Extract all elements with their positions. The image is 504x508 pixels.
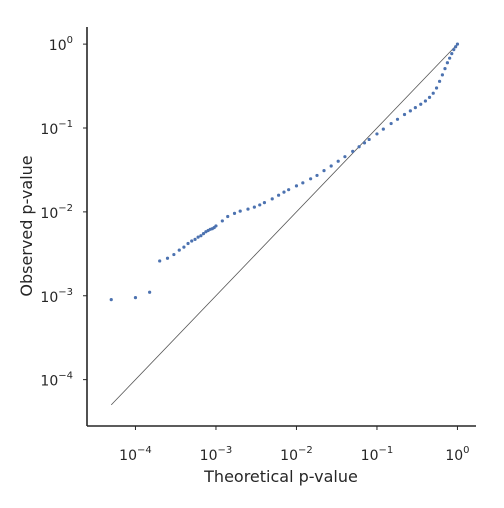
data-point	[270, 197, 274, 201]
data-point	[437, 79, 442, 83]
data-point	[172, 252, 176, 257]
data-point	[262, 200, 267, 205]
data-point	[419, 102, 423, 106]
reference-diagonal-line	[110, 43, 458, 406]
data-point	[395, 117, 400, 121]
data-point	[322, 169, 326, 173]
data-point	[452, 48, 456, 52]
x-ticks-group: 10−4 10−3 10−2 10−1 100	[119, 426, 470, 464]
y-axis-title: Observed p-value	[17, 155, 36, 296]
y-tick-label: 10−3	[40, 287, 73, 306]
data-point	[158, 259, 162, 263]
data-point	[336, 159, 340, 163]
data-point	[165, 256, 170, 260]
y-tick-label: 100	[49, 35, 73, 54]
data-point	[186, 241, 190, 246]
y-ticks-group: 10−4 10−3 10−2 10−1 100	[40, 35, 87, 390]
y-tick-label: 10−1	[40, 119, 73, 138]
x-tick-label: 10−1	[361, 445, 394, 464]
data-point	[309, 177, 313, 181]
data-point	[232, 211, 237, 215]
data-point	[282, 190, 286, 194]
data-point	[448, 56, 452, 60]
data-point	[148, 290, 152, 294]
data-point	[343, 155, 347, 159]
data-point	[220, 219, 224, 223]
data-point	[434, 86, 439, 90]
x-tick-label: 10−2	[280, 445, 313, 464]
data-point	[329, 164, 333, 168]
data-point	[109, 297, 113, 302]
data-point	[287, 188, 291, 192]
data-point	[182, 245, 186, 249]
y-tick-label: 10−2	[40, 203, 73, 222]
data-point	[252, 205, 256, 209]
data-point	[408, 109, 412, 113]
data-point	[177, 248, 181, 252]
data-point	[190, 239, 194, 243]
data-point	[445, 61, 449, 65]
x-tick-label: 100	[445, 445, 469, 464]
data-point	[315, 173, 319, 178]
data-point	[367, 137, 371, 142]
x-tick-label: 10−3	[200, 445, 233, 464]
data-point	[258, 203, 262, 207]
data-point	[294, 184, 299, 188]
data-point	[196, 235, 200, 239]
data-point	[455, 42, 460, 46]
y-tick-label: 10−4	[40, 371, 73, 390]
data-point	[440, 73, 444, 77]
reference-line-group	[110, 43, 458, 406]
data-point	[214, 224, 218, 228]
data-point	[199, 234, 203, 238]
data-points-group	[109, 42, 460, 302]
data-point	[301, 181, 305, 185]
data-point	[362, 141, 367, 145]
data-point	[423, 99, 428, 103]
data-point	[402, 112, 407, 117]
data-point	[133, 296, 138, 300]
data-point	[351, 149, 355, 154]
data-point	[443, 67, 447, 71]
data-point	[226, 214, 230, 219]
data-point	[246, 207, 250, 211]
data-point	[431, 91, 435, 95]
x-axis-title: Theoretical p-value	[203, 467, 358, 486]
data-point	[238, 209, 242, 213]
data-point	[427, 95, 432, 99]
data-point	[201, 232, 206, 236]
x-tick-label: 10−4	[119, 445, 152, 464]
data-point	[193, 237, 197, 241]
data-point	[381, 127, 385, 131]
data-point	[454, 45, 458, 49]
data-point	[450, 52, 454, 56]
data-point	[357, 145, 361, 149]
data-point	[389, 121, 393, 126]
data-point	[413, 106, 417, 110]
data-point	[375, 132, 379, 136]
data-point	[276, 193, 281, 197]
